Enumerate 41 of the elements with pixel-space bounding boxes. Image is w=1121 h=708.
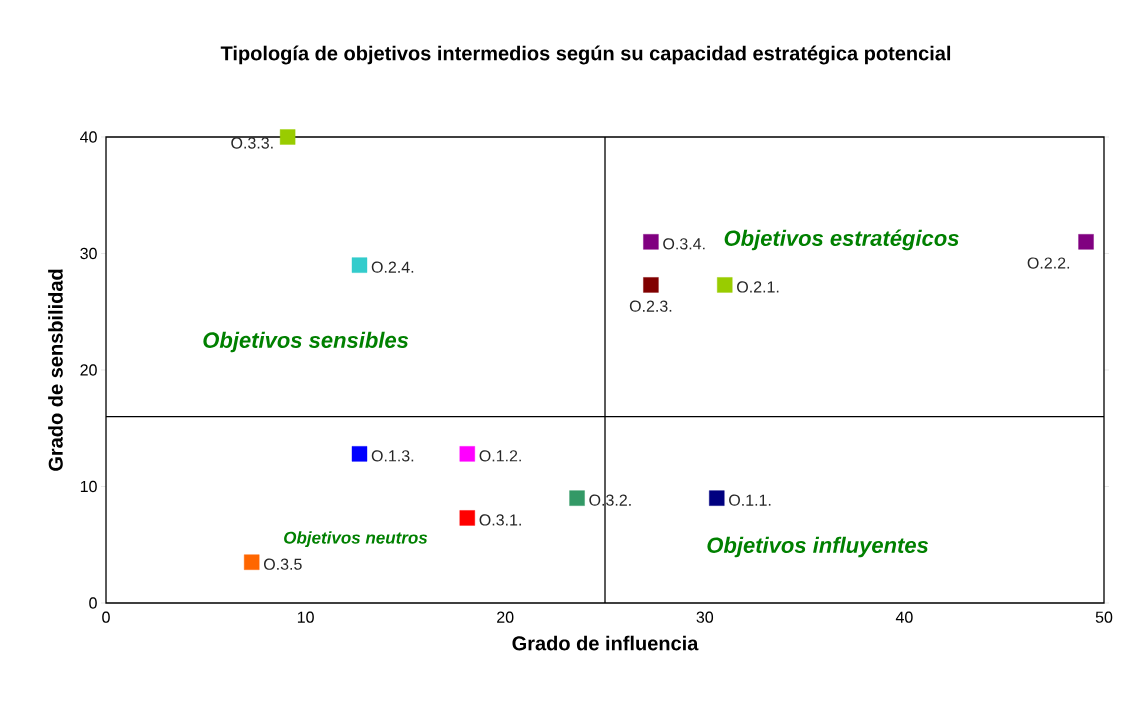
y-axis-title: Grado de sensbilidad xyxy=(48,269,63,471)
series-label: O.1.3. xyxy=(371,450,414,462)
series-label: O.3.5 xyxy=(264,558,302,570)
x-tick-label: 50 xyxy=(1095,611,1113,623)
x-tick-label: 10 xyxy=(297,611,314,623)
point xyxy=(717,277,733,293)
annotation: Objetivos neutros xyxy=(284,531,428,548)
y-tick-label: 30 xyxy=(80,247,97,260)
point xyxy=(459,446,475,462)
series-label: O.1.1. xyxy=(729,494,771,506)
chart-title: Tipología de objetivos intermedios según su capacidad estratégica potencial xyxy=(220,45,951,65)
point xyxy=(643,277,659,293)
x-tick-label: 0 xyxy=(102,611,110,623)
series-label: O.3.1. xyxy=(479,514,521,526)
x-axis-title: Grado de influencia xyxy=(512,635,699,651)
series-label: O.2.2. xyxy=(1027,257,1070,269)
series-label: O.2.3. xyxy=(629,300,672,312)
series-label: O.1.2. xyxy=(479,450,521,462)
point xyxy=(244,554,260,570)
point xyxy=(643,234,659,250)
annotation: Objetivos sensibles xyxy=(203,331,409,353)
point xyxy=(569,490,585,506)
point xyxy=(459,510,475,526)
annotation: Objetivos estratégicos xyxy=(724,229,959,251)
point xyxy=(709,490,725,506)
y-tick-label: 40 xyxy=(80,131,97,143)
series-label: O.3.4. xyxy=(663,238,705,250)
point xyxy=(351,446,368,462)
series-label: O.2.1. xyxy=(737,281,779,293)
x-tick-label: 40 xyxy=(895,611,913,623)
point xyxy=(1078,234,1094,250)
point xyxy=(279,129,296,145)
x-tick-label: 30 xyxy=(696,611,714,623)
y-tick-label: 20 xyxy=(80,364,97,376)
series-label: O.3.3. xyxy=(231,137,273,149)
y-tick-label: 0 xyxy=(89,597,97,609)
point xyxy=(351,257,368,273)
x-tick-label: 20 xyxy=(497,611,514,623)
y-tick-label: 10 xyxy=(80,480,97,493)
series-label: O.2.4. xyxy=(371,261,414,273)
annotation: Objetivos influyentes xyxy=(707,536,929,558)
